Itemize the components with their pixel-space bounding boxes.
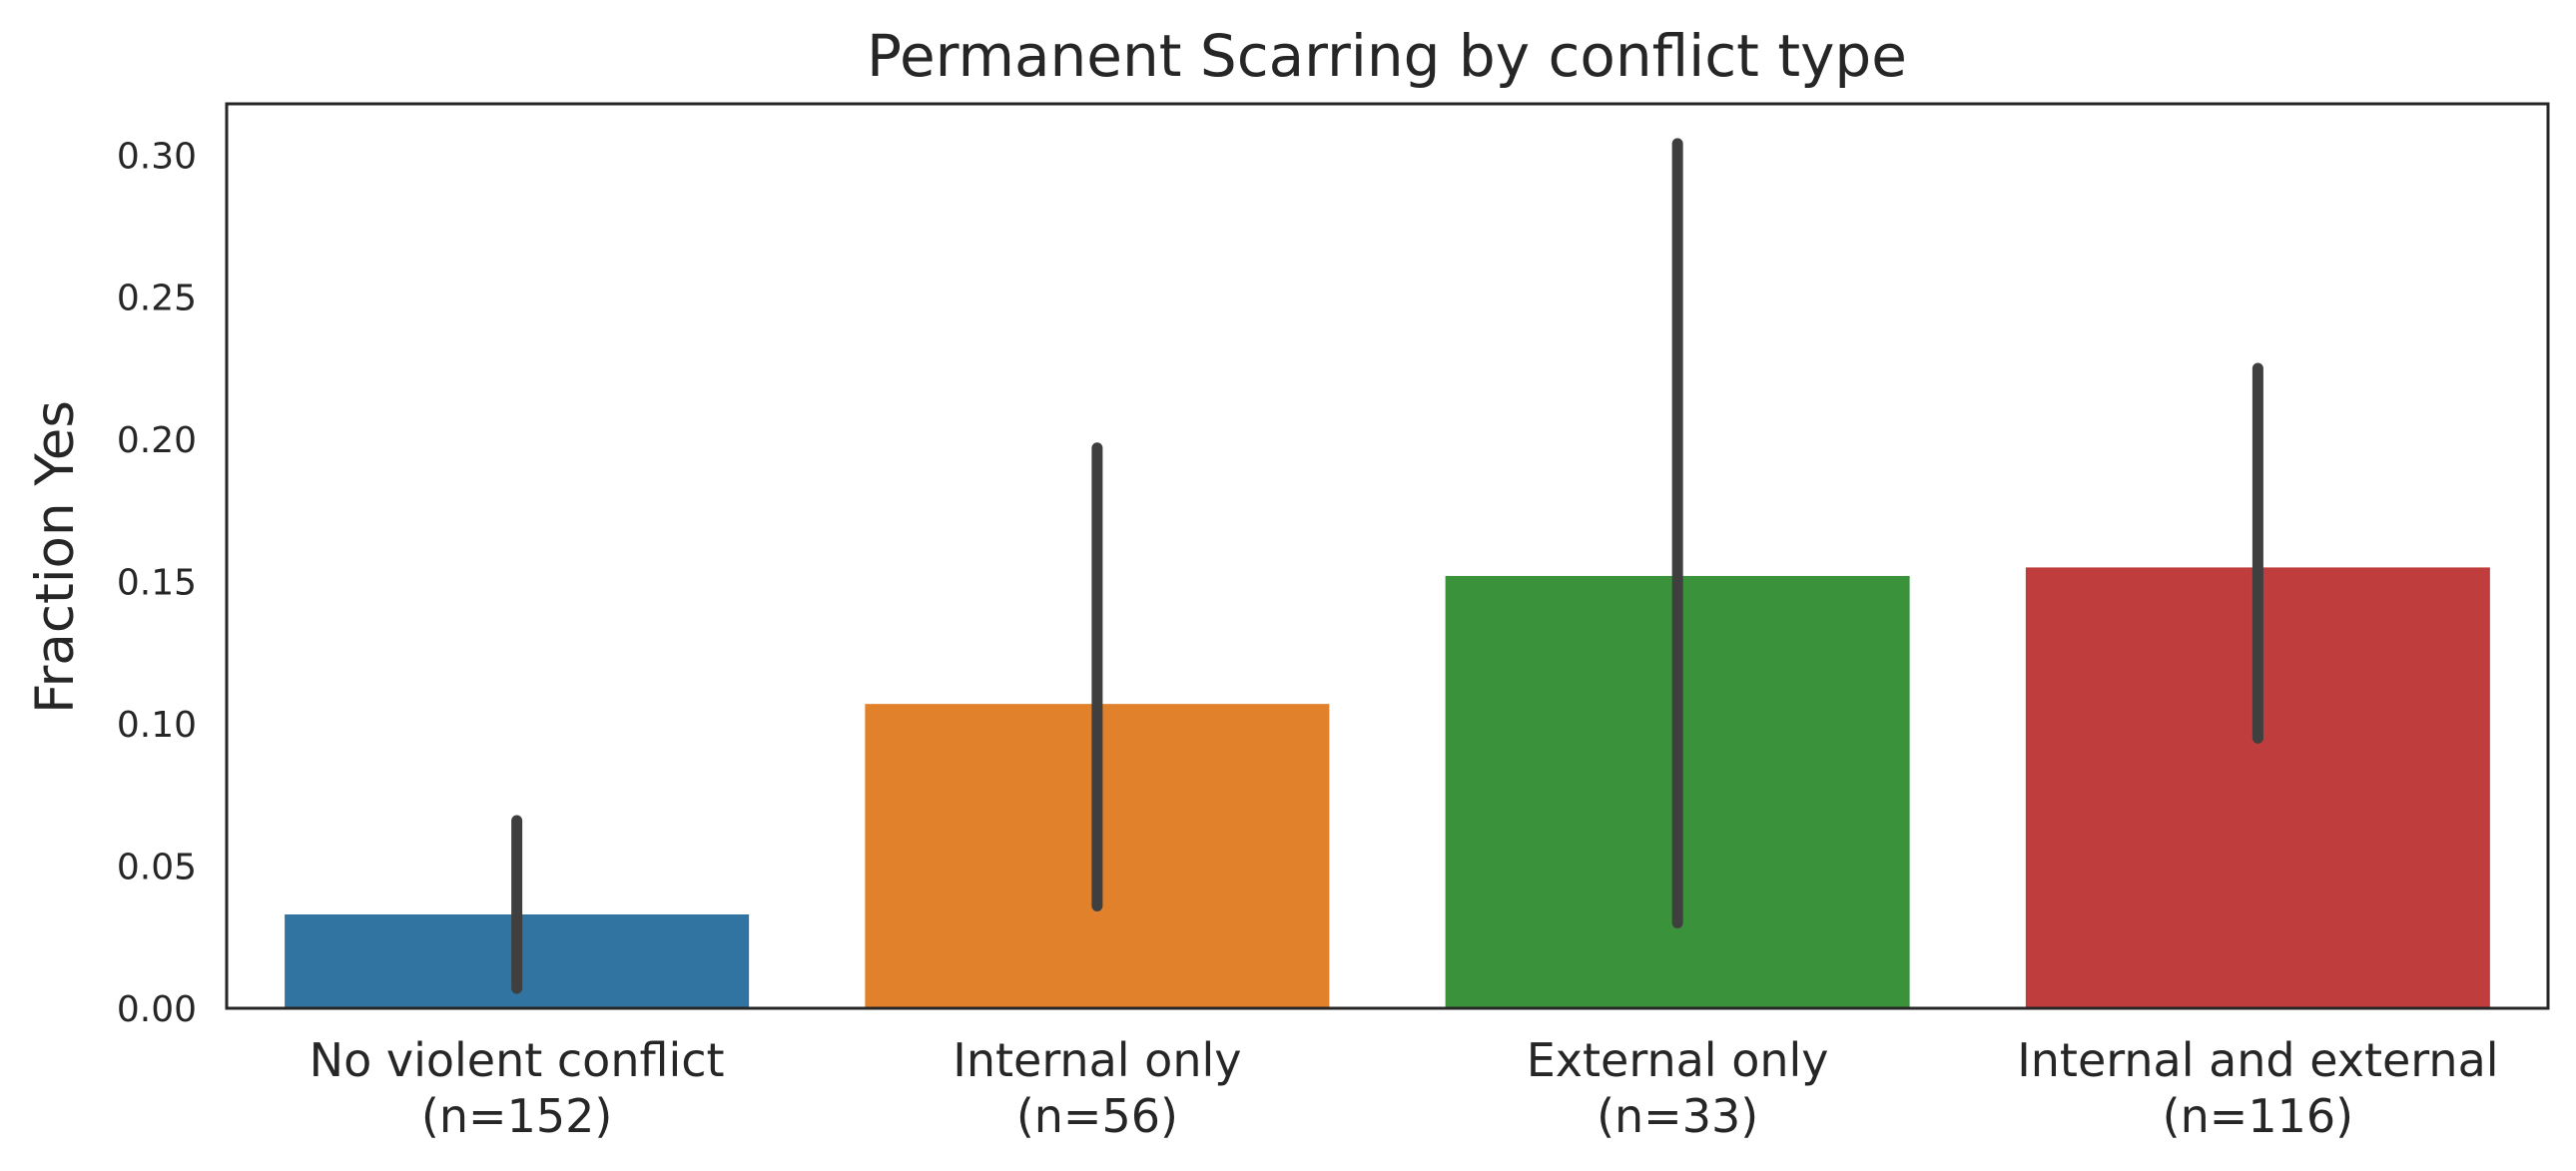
- x-tick-label: No violent conflict: [310, 1033, 725, 1087]
- x-tick-label: (n=56): [1016, 1089, 1178, 1143]
- x-tick-label: (n=33): [1597, 1089, 1758, 1143]
- y-tick-label: 0.05: [117, 848, 197, 888]
- x-tick-label: Internal only: [953, 1033, 1241, 1087]
- y-tick-label: 0.25: [117, 279, 197, 319]
- y-tick-label: 0.00: [117, 989, 197, 1030]
- x-tick-label: External only: [1527, 1033, 1829, 1087]
- x-tick-label: Internal and external: [2017, 1033, 2498, 1087]
- y-tick-label: 0.10: [117, 705, 197, 746]
- chart-title: Permanent Scarring by conflict type: [867, 22, 1907, 90]
- y-tick-label: 0.15: [117, 563, 197, 604]
- y-tick-label: 0.20: [117, 420, 197, 461]
- y-tick-label: 0.30: [117, 136, 197, 177]
- plot-area: 0.00 0.05 0.10 0.15 0.20 0.25 0.30 No violent c…: [117, 136, 2499, 1143]
- x-tick-label: (n=116): [2163, 1089, 2353, 1143]
- x-tick-label: (n=152): [421, 1089, 612, 1143]
- y-axis-label: Fraction Yes: [25, 400, 86, 714]
- plot-frame: [225, 102, 2550, 1010]
